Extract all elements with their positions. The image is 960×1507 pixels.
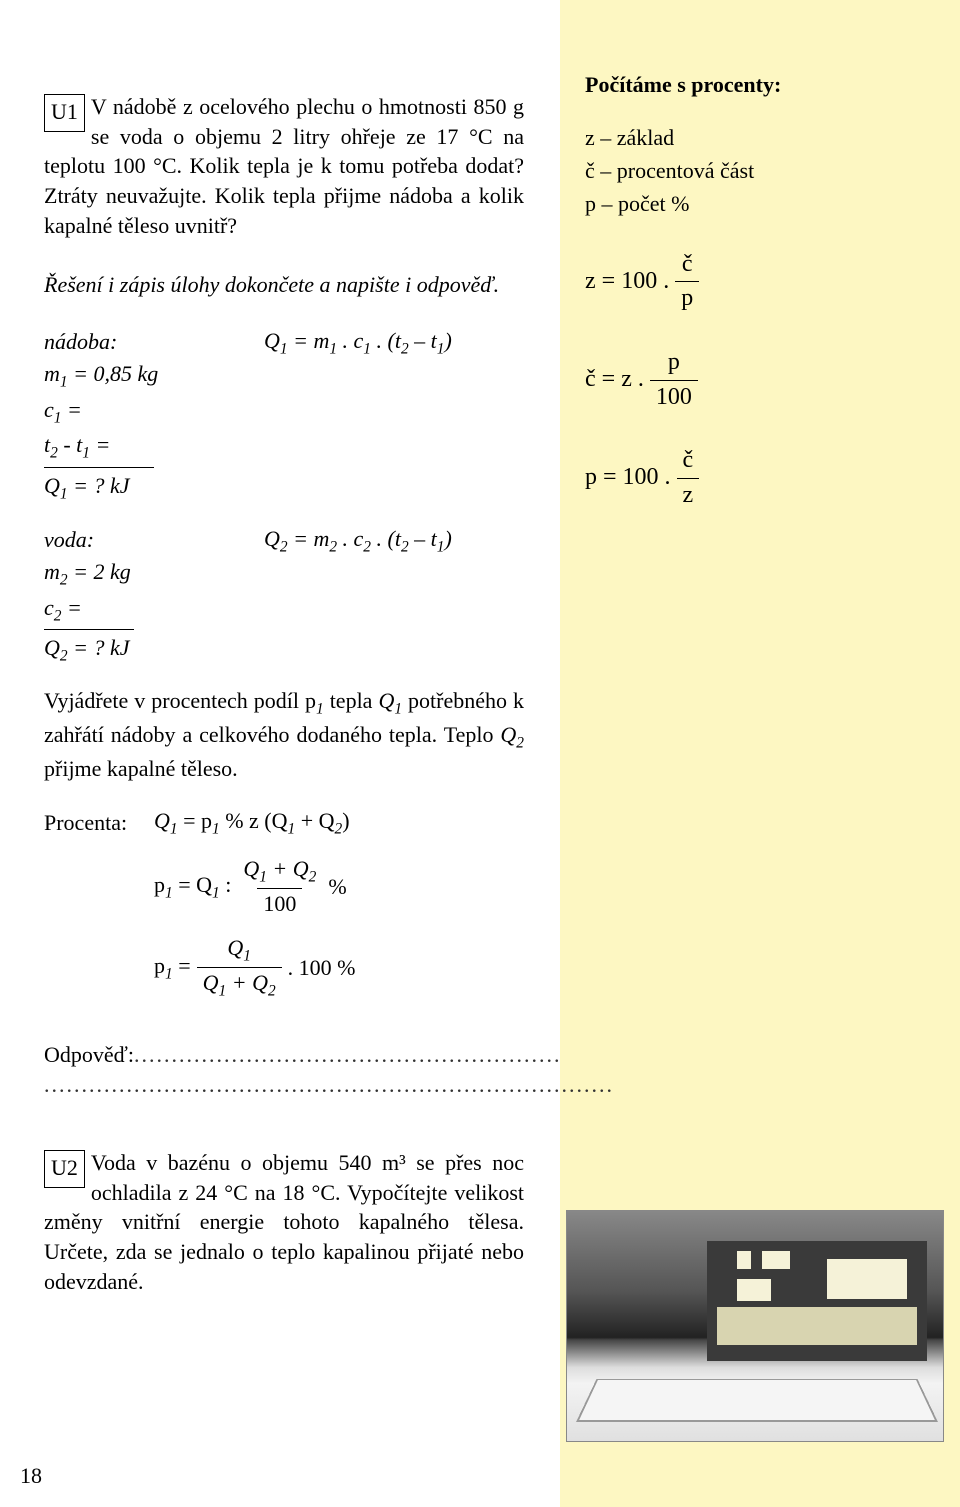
procenta-line2: p1 = Q1 : Q1 + Q2 100 % <box>154 854 347 919</box>
u2-paragraph: U2 Voda v bazénu o objemu 540 m³ se přes… <box>44 1148 524 1296</box>
u1-percent-equations: Procenta: Q1 = p1 % z (Q1 + Q2) p1 = Q1 … <box>44 806 524 1002</box>
sidebar-eq-p: p = 100 . č z <box>585 444 925 512</box>
sidebar-title: Počítáme s procenty: <box>585 70 925 101</box>
u1-answer: Odpověď:................................… <box>44 1040 524 1099</box>
nadoba-m: m1 = 0,85 kg <box>44 358 224 394</box>
sidebar-eq-z: z = 100 . č p <box>585 248 925 316</box>
nadoba-q: Q1 = ? kJ <box>44 470 224 506</box>
exercise-u1: U1 V nádobě z ocelového plechu o hmotnos… <box>44 92 524 1100</box>
sidebar-eq-c: č = z . p 100 <box>585 346 925 414</box>
u1-percent-para: Vyjádřete v procentech podíl p1 tepla Q1… <box>44 686 524 784</box>
voda-c: c2 = <box>44 592 134 631</box>
voda-q: Q2 = ? kJ <box>44 632 224 668</box>
u2-label-box: U2 <box>44 1150 85 1188</box>
voda-formula: Q2 = m2 . c2 . (t2 – t1) <box>264 524 524 668</box>
def-p: p – počet % <box>585 187 925 220</box>
u1-nadoba-block: nádoba: m1 = 0,85 kg c1 = t2 - t1 = Q1 =… <box>44 326 524 506</box>
main-column: U1 V nádobě z ocelového plechu o hmotnos… <box>44 70 524 1318</box>
nadoba-dt: t2 - t1 = <box>44 429 154 468</box>
voda-m: m2 = 2 kg <box>44 556 224 592</box>
u1-paragraph: U1 V nádobě z ocelového plechu o hmotnos… <box>44 92 524 240</box>
u2-text: Voda v bazénu o objemu 540 m³ se přes no… <box>44 1150 524 1294</box>
procenta-label: Procenta: <box>44 808 154 838</box>
u1-label-box: U1 <box>44 94 85 132</box>
u1-text: V nádobě z ocelového plechu o hmotnosti … <box>44 94 524 238</box>
voda-title: voda: <box>44 524 224 556</box>
exercise-u2: U2 Voda v bazénu o objemu 540 m³ se přes… <box>44 1148 524 1318</box>
pool-photo <box>566 1210 944 1442</box>
procenta-line3: p1 = Q1 Q1 + Q2 . 100 % <box>154 933 355 1002</box>
page-number: 18 <box>20 1463 42 1489</box>
def-z: z – základ <box>585 121 925 154</box>
nadoba-title: nádoba: <box>44 326 224 358</box>
sidebar-definitions: z – základ č – procentová část p – počet… <box>585 121 925 220</box>
procenta-line1: Q1 = p1 % z (Q1 + Q2) <box>154 806 350 840</box>
def-c: č – procentová část <box>585 154 925 187</box>
nadoba-formula: Q1 = m1 . c1 . (t2 – t1) <box>264 326 524 506</box>
sidebar-column: Počítáme s procenty: z – základ č – proc… <box>585 70 925 542</box>
nadoba-c: c1 = <box>44 394 224 430</box>
u1-voda-block: voda: m2 = 2 kg c2 = Q2 = ? kJ Q2 = m2 .… <box>44 524 524 668</box>
u1-instruction: Řešení i zápis úlohy dokončete a napište… <box>44 270 524 300</box>
